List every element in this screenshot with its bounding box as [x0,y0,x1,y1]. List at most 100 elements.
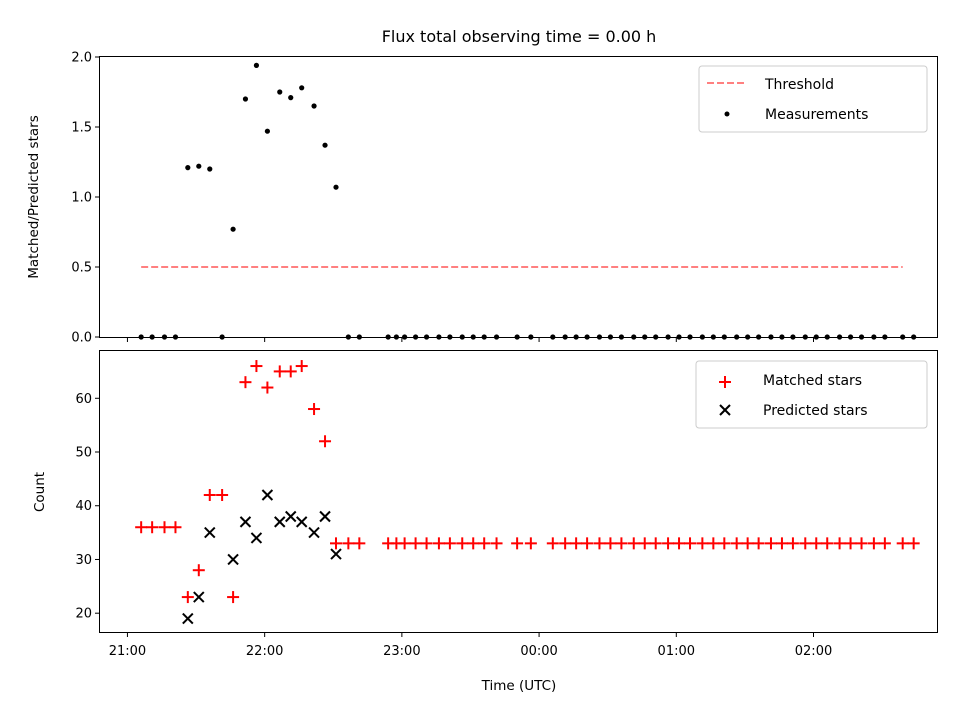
matched-star-point [627,537,640,550]
measurement-point [356,334,362,340]
matched-star-point [284,365,297,378]
measurement-point [699,334,705,340]
bottom-ytick-label: 40 [75,499,92,514]
measurement-point [824,334,830,340]
measurement-point [423,334,430,340]
measurement-point [847,334,854,340]
matched-star-point [432,537,445,550]
measurement-point [322,142,328,148]
matched-star-point [730,537,743,550]
measurement-point [631,334,637,340]
matched-star-point [559,537,572,550]
xtick-label: 22:00 [246,644,283,659]
matched-star-point [696,537,709,550]
bottom-y-axis-label: Count [32,472,48,512]
matched-star-point [833,537,846,550]
measurement-point [447,334,453,340]
xtick-label: 21:00 [109,644,146,659]
measurement-point [288,95,294,101]
matched-star-point [896,537,909,550]
matched-star-point [456,537,469,550]
measurement-point [172,334,179,340]
measurement-point [882,334,888,340]
matched-star-point [786,537,799,550]
matched-star-point [581,537,594,550]
matched-star-point [799,537,812,550]
matched-star-point [353,537,366,550]
legend-measurements-swatch [724,111,730,117]
measurement-point [161,334,168,340]
measurement-point [514,334,520,340]
top-ytick-label: 0.0 [71,331,92,346]
measurement-point [665,334,671,340]
measurement-point [584,334,590,340]
predicted-star-point [250,532,263,544]
matched-star-point [511,537,524,550]
matched-star-point [662,537,675,550]
predicted-star-point [239,516,252,528]
matched-star-point [638,537,651,550]
measurement-point [185,165,191,171]
measurement-point [345,334,351,340]
xtick-label: 01:00 [658,644,695,659]
matched-star-point [570,537,583,550]
measurement-point [196,163,202,169]
matched-star-point [169,521,182,534]
measurement-point [402,334,408,340]
bottom-x-ticks: 21:00 22:00 23:00 00:00 01:00 02:00 [109,632,832,659]
matched-star-point [615,537,628,550]
matched-star-point [649,537,662,550]
measurement-point [836,334,843,340]
chart-title: Flux total observing time = 0.00 h [382,27,657,46]
top-legend: Threshold Measurements [698,65,928,133]
measurement-point [253,62,260,68]
measurement-point [802,334,808,340]
matched-star-point [810,537,823,550]
matched-star-point [227,591,240,604]
measurement-point [149,334,155,340]
measurement-point [470,334,476,340]
matched-star-point [273,365,286,378]
top-ytick-label: 1.5 [71,121,92,136]
measurement-point [277,89,283,95]
measurement-point [596,334,603,340]
matched-star-point [239,376,252,389]
matched-star-point [604,537,617,550]
xtick-label: 00:00 [520,644,557,659]
matched-star-point [478,537,491,550]
predicted-star-point [261,489,274,501]
measurement-point [550,334,556,340]
measurement-point [756,334,762,340]
legend-predicted-swatch [719,404,731,416]
measurement-point [459,334,465,340]
matched-star-point [158,521,171,534]
matched-star-point [855,537,868,550]
measurement-point [385,334,391,340]
legend-threshold-label: Threshold [764,77,834,93]
bottom-ytick-label: 30 [75,553,92,568]
measurement-point [311,103,317,109]
predicted-star-point [295,516,308,528]
matched-star-point [752,537,765,550]
matched-star-point [398,537,411,550]
matched-star-point [330,537,343,550]
matched-star-point [342,537,355,550]
matched-star-point [718,537,731,550]
matched-star-point [295,360,308,373]
matched-star-point [546,537,559,550]
predicted-star-point [204,526,216,539]
measurement-point [219,334,225,340]
bottom-data-marks [135,360,920,625]
matched-star-point [308,403,321,416]
measurement-point [871,334,877,340]
bottom-plot-frame [99,350,938,633]
bottom-ytick-label: 50 [75,446,92,461]
matched-star-point [490,537,503,550]
predicted-star-point [227,553,239,566]
matched-star-point [673,537,686,550]
bottom-legend: Matched stars Predicted stars [695,360,928,429]
measurement-point [653,334,659,340]
matched-star-point [261,381,274,394]
measurement-point [710,334,716,340]
bottom-y-ticks: 20 30 40 50 60 [75,392,100,622]
